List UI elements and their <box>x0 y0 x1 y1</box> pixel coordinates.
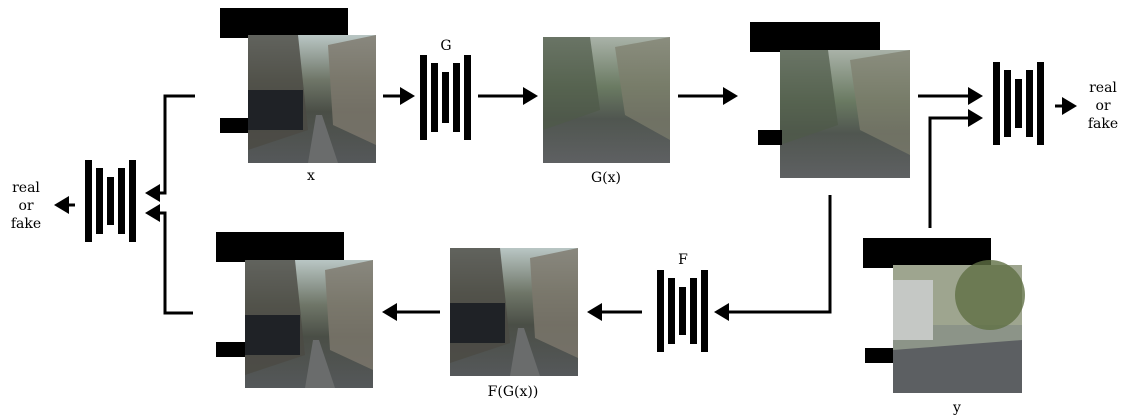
label-f-g-x: F(G(x)) <box>488 384 539 400</box>
output-label: fake <box>11 216 41 232</box>
label-y: y <box>952 400 961 416</box>
image-f-g-x <box>450 248 578 376</box>
discriminator-y <box>993 62 1044 145</box>
discriminator-x <box>85 160 136 242</box>
image-y <box>863 238 1025 393</box>
image-g-x-copy <box>750 22 910 178</box>
cyclegan-diagram: x G G(x) real or fake y F F(G(x)) real o… <box>0 0 1121 418</box>
arrow <box>148 213 193 313</box>
label-f: F <box>678 252 688 268</box>
output-label: or <box>1095 98 1110 114</box>
arrow <box>717 195 830 312</box>
generator-g <box>420 55 471 140</box>
generator-f <box>657 270 708 352</box>
output-label: real <box>1089 80 1117 96</box>
arrow <box>148 96 195 193</box>
label-g: G <box>440 38 451 54</box>
output-label: real <box>12 180 40 196</box>
image-x <box>220 8 376 163</box>
label-x: x <box>307 168 315 184</box>
arrow <box>930 118 980 228</box>
image-g-x <box>543 37 670 163</box>
output-label: fake <box>1088 116 1118 132</box>
output-label: or <box>18 198 33 214</box>
image-reconstruction <box>216 232 373 388</box>
label-g-x: G(x) <box>591 170 621 186</box>
